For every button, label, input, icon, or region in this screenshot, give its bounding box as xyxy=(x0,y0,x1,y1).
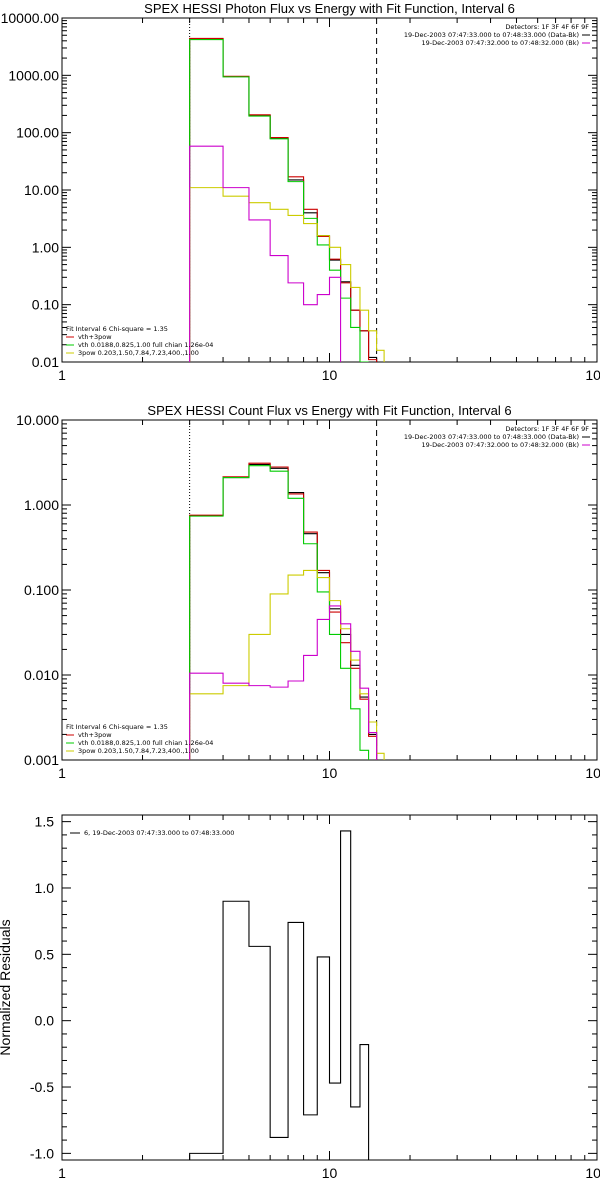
fit-label: Fit Interval 6 Chi-square = 1.35 xyxy=(66,325,168,333)
series-group xyxy=(189,830,370,1160)
panel-2: SPEX HESSI Count Flux vs Energy with Fit… xyxy=(16,403,600,781)
legend-entry: vth+3pow xyxy=(78,333,112,341)
chart-title: SPEX HESSI Photon Flux vs Energy with Fi… xyxy=(144,1,515,16)
y-tick-label: 10.00 xyxy=(24,182,59,198)
series-line-5 xyxy=(189,605,378,760)
fit-label: Fit Interval 6 Chi-square = 1.35 xyxy=(66,723,168,731)
x-tick-label: 10 xyxy=(322,367,338,383)
time-range-label: 19-Dec-2003 07:47:32.000 to 07:48:32.000… xyxy=(422,39,580,47)
y-tick-label: 0.10 xyxy=(32,297,59,313)
detectors-label: Detectors: 1F 3F 4F 6F 9F xyxy=(505,425,589,433)
y-tick-label: -0.5 xyxy=(30,1079,54,1095)
panel-1: SPEX HESSI Photon Flux vs Energy with Fi… xyxy=(1,1,600,383)
series-group xyxy=(189,37,385,362)
x-tick-label: 100 xyxy=(585,367,600,383)
y-tick-label: 0.010 xyxy=(24,667,59,683)
series-line-2 xyxy=(189,37,378,362)
y-tick-label: 10000.00 xyxy=(1,10,60,26)
time-range-label: 19-Dec-2003 07:47:33.000 to 07:48:33.000… xyxy=(404,31,579,39)
x-tick-label: 10 xyxy=(322,1165,338,1181)
series-line-3 xyxy=(189,39,369,362)
y-tick-label: 0.0 xyxy=(35,1013,55,1029)
plot-frame xyxy=(61,17,598,363)
x-tick-label: 1 xyxy=(58,367,66,383)
y-axis-label: Normalized Residuals xyxy=(0,919,13,1055)
time-range-label: 19-Dec-2003 07:47:33.000 to 07:48:33.000… xyxy=(404,433,579,441)
series-line-2 xyxy=(189,462,378,760)
y-tick-label: 0.100 xyxy=(24,582,59,598)
y-tick-label: 1.0 xyxy=(35,880,55,896)
panel-3: 1 10 100 1.5 1.0 0.5 0.0 -0.5 -1.0 Normalized Res… xyxy=(0,814,600,1181)
legend-entry: 3pow 0.203,1.50,7.84,7.23,400.,1.00 xyxy=(78,747,199,755)
y-tick-label: 1.5 xyxy=(35,814,55,830)
series-line-1 xyxy=(189,830,370,1160)
chart-title: SPEX HESSI Count Flux vs Energy with Fit… xyxy=(147,403,511,418)
x-tick-label: 100 xyxy=(585,765,600,781)
legend-entry: vth 0.0188,0.825,1.00 full chian 1.26e-0… xyxy=(78,739,213,747)
y-tick-label: 1.000 xyxy=(24,497,59,513)
x-tick-label: 1 xyxy=(58,1165,66,1181)
series-line-4 xyxy=(189,187,385,362)
y-tick-label: -1.0 xyxy=(30,1145,54,1161)
series-line-1 xyxy=(189,463,378,760)
series-group xyxy=(189,462,385,760)
y-tick-label: 100.00 xyxy=(16,125,59,141)
y-tick-label: 0.01 xyxy=(32,354,59,370)
legend-entry: vth 0.0188,0.825,1.00 full chian 1.26e-0… xyxy=(78,341,213,349)
y-tick-label: 10.000 xyxy=(16,412,59,428)
legend-entry: 3pow 0.203,1.50,7.84,7.23,400.,1.00 xyxy=(78,349,199,357)
series-line-1 xyxy=(189,38,378,362)
legend-entry: vth+3pow xyxy=(78,731,112,739)
x-tick-label: 10 xyxy=(322,765,338,781)
y-tick-label: 0.001 xyxy=(24,752,59,768)
legend-entry: 6, 19-Dec-2003 07:47:33.000 to 07:48:33.… xyxy=(84,829,234,837)
series-line-3 xyxy=(189,465,370,760)
y-tick-label: 1.00 xyxy=(32,239,59,255)
x-tick-label: 100 xyxy=(585,1165,600,1181)
y-tick-label: 0.5 xyxy=(35,946,55,962)
y-tick-label: 1000.00 xyxy=(8,67,59,83)
detectors-label: Detectors: 1F 3F 4F 6F 9F xyxy=(505,23,589,31)
x-tick-label: 1 xyxy=(58,765,66,781)
series-line-5 xyxy=(189,145,342,362)
time-range-label: 19-Dec-2003 07:47:32.000 to 07:48:32.000… xyxy=(422,441,580,449)
